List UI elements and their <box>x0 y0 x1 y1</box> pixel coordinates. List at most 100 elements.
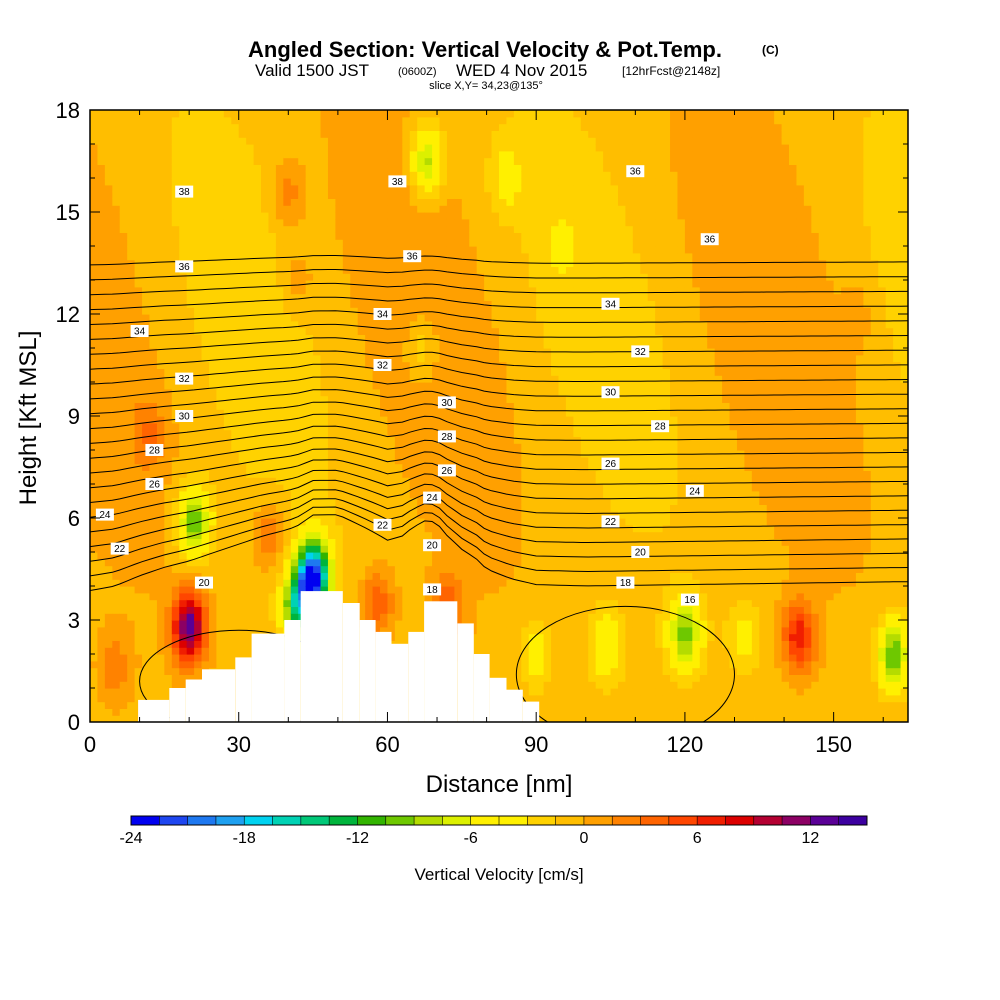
velocity-cell <box>313 314 322 322</box>
velocity-cell <box>357 266 366 274</box>
velocity-cell <box>142 409 151 417</box>
velocity-cell <box>417 620 426 628</box>
velocity-cell <box>186 674 195 682</box>
velocity-cell <box>380 599 389 607</box>
velocity-cell <box>491 327 500 335</box>
velocity-cell <box>476 565 485 573</box>
velocity-cell <box>216 443 225 451</box>
velocity-cell <box>223 239 232 247</box>
velocity-cell <box>357 477 366 485</box>
velocity-cell <box>417 443 426 451</box>
velocity-cell <box>275 524 284 533</box>
velocity-cell <box>439 409 448 417</box>
velocity-cell <box>305 164 314 172</box>
velocity-cell <box>327 450 336 458</box>
velocity-cell <box>432 341 441 349</box>
velocity-cell <box>119 348 128 356</box>
velocity-cell <box>201 150 210 159</box>
velocity-cell <box>484 531 493 539</box>
velocity-cell <box>194 647 203 655</box>
velocity-cell <box>216 429 225 437</box>
velocity-cell <box>446 266 455 274</box>
velocity-cell <box>238 456 247 465</box>
velocity-cell <box>223 579 232 587</box>
velocity-cell <box>268 266 277 274</box>
velocity-cell <box>112 232 121 240</box>
velocity-cell <box>461 395 470 403</box>
velocity-cell <box>223 368 232 376</box>
velocity-cell <box>268 280 277 288</box>
velocity-cell <box>454 191 463 199</box>
velocity-cell <box>469 300 478 308</box>
velocity-cell <box>238 280 247 288</box>
velocity-cell <box>164 552 173 560</box>
velocity-cell <box>357 307 366 315</box>
velocity-cell <box>253 273 262 281</box>
velocity-cell <box>156 178 165 186</box>
velocity-cell <box>372 327 381 335</box>
velocity-cell <box>179 150 188 159</box>
velocity-cell <box>171 300 180 308</box>
velocity-cell <box>484 463 493 471</box>
velocity-cell <box>484 388 493 397</box>
velocity-cell <box>394 450 403 458</box>
velocity-cell <box>365 524 374 533</box>
velocity-cell <box>290 286 299 295</box>
velocity-cell <box>491 368 500 376</box>
velocity-cell <box>253 341 262 349</box>
velocity-cell <box>97 273 106 281</box>
velocity-cell <box>491 171 500 179</box>
velocity-cell <box>104 395 113 403</box>
velocity-cell <box>305 110 314 118</box>
velocity-cell <box>171 273 180 281</box>
velocity-cell <box>432 293 441 301</box>
velocity-cell <box>90 640 99 648</box>
velocity-cell <box>90 375 99 383</box>
velocity-cell <box>90 599 99 607</box>
velocity-cell <box>268 205 277 213</box>
velocity-cell <box>194 327 203 335</box>
velocity-cell <box>491 592 500 601</box>
velocity-cell <box>305 388 314 397</box>
velocity-cell <box>127 715 136 722</box>
velocity-cell <box>313 300 322 308</box>
velocity-cell <box>387 164 396 172</box>
velocity-cell <box>149 116 158 125</box>
velocity-cell <box>365 157 374 165</box>
velocity-cell <box>186 273 195 281</box>
velocity-cell <box>342 552 351 560</box>
velocity-cell <box>134 422 143 431</box>
velocity-cell <box>327 456 336 465</box>
velocity-cell <box>290 579 299 587</box>
velocity-cell <box>290 436 299 444</box>
velocity-cell <box>194 266 203 274</box>
velocity-cell <box>491 558 500 567</box>
velocity-cell <box>179 681 188 689</box>
velocity-cell <box>246 450 255 458</box>
velocity-cell <box>201 620 210 628</box>
velocity-cell <box>499 660 508 669</box>
velocity-cell <box>365 116 374 125</box>
velocity-cell <box>432 286 441 295</box>
velocity-cell <box>97 307 106 315</box>
velocity-cell <box>394 470 403 478</box>
velocity-cell <box>320 463 329 471</box>
velocity-cell <box>335 246 344 254</box>
velocity-cell <box>327 198 336 206</box>
velocity-cell <box>216 239 225 247</box>
velocity-cell <box>253 144 262 152</box>
velocity-cell <box>327 552 336 560</box>
velocity-cell <box>112 144 121 152</box>
velocity-cell <box>402 484 411 492</box>
velocity-cell <box>380 490 389 499</box>
velocity-cell <box>275 266 284 274</box>
velocity-cell <box>119 715 128 722</box>
velocity-cell <box>499 456 508 465</box>
velocity-cell <box>142 613 151 621</box>
velocity-cell <box>439 341 448 349</box>
velocity-cell <box>238 286 247 295</box>
velocity-cell <box>394 504 403 512</box>
velocity-cell <box>268 348 277 356</box>
velocity-cell <box>439 110 448 118</box>
velocity-cell <box>90 470 99 478</box>
